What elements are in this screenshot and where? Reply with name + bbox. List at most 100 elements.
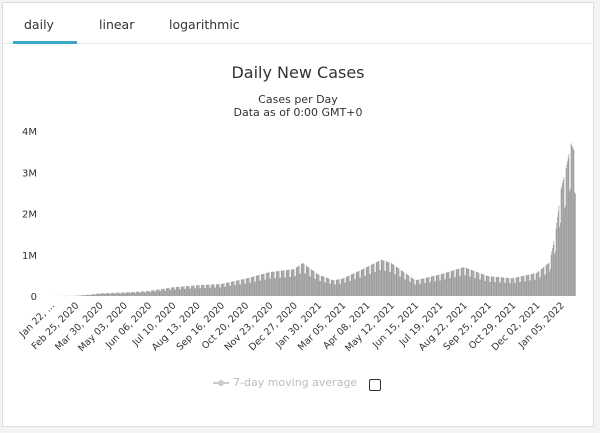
data-bar — [332, 280, 333, 296]
data-bar — [171, 287, 173, 296]
moving-average-checkbox[interactable] — [369, 379, 381, 391]
data-bar — [303, 263, 304, 296]
tab-daily[interactable]: daily — [24, 17, 54, 32]
legend-moving-average[interactable]: 7-day moving average — [213, 376, 357, 389]
data-bar — [360, 277, 361, 296]
data-bar — [279, 277, 281, 296]
data-bar — [265, 273, 267, 296]
data-bar — [263, 273, 264, 296]
data-bar — [390, 272, 391, 296]
data-bar — [499, 282, 501, 296]
data-bar — [152, 290, 154, 296]
data-bar — [373, 263, 375, 296]
data-bar — [477, 272, 479, 296]
data-bar — [515, 277, 517, 296]
data-bar — [325, 277, 327, 296]
data-bar — [570, 188, 571, 296]
data-bar — [256, 275, 258, 296]
data-bar — [132, 291, 134, 296]
data-bar — [437, 275, 438, 296]
tab-linear[interactable]: linear — [99, 17, 135, 32]
data-bar — [377, 261, 379, 296]
data-bar — [472, 270, 473, 296]
data-bar — [226, 282, 228, 296]
data-bar — [103, 293, 105, 296]
data-bar — [243, 279, 244, 296]
data-bar — [93, 294, 94, 296]
data-bar — [455, 277, 456, 296]
data-bar — [465, 267, 467, 296]
data-bar — [569, 191, 570, 296]
data-bar — [526, 275, 528, 296]
data-bar — [335, 279, 337, 296]
data-bar — [564, 208, 565, 296]
data-bar — [269, 278, 271, 296]
data-bar — [315, 272, 317, 296]
data-bar — [258, 274, 260, 296]
data-bar — [295, 275, 296, 296]
data-bar — [200, 285, 202, 296]
data-bar — [565, 206, 566, 296]
data-bar — [130, 292, 132, 296]
data-bar — [502, 277, 503, 296]
data-bar — [230, 281, 232, 296]
data-bar — [391, 263, 393, 296]
data-bar — [260, 280, 261, 296]
data-bar — [162, 288, 164, 296]
data-bar — [544, 274, 546, 296]
data-bar — [312, 270, 313, 296]
data-bar — [147, 291, 149, 296]
data-bar — [340, 283, 341, 296]
data-bar — [174, 289, 176, 296]
data-bar — [421, 278, 423, 296]
data-bar — [333, 280, 335, 296]
data-bar — [195, 288, 196, 296]
tab-logarithmic[interactable]: logarithmic — [169, 17, 240, 32]
data-bar — [370, 264, 372, 296]
data-bar — [200, 288, 201, 296]
data-bar — [218, 284, 219, 296]
data-bar — [80, 295, 82, 296]
data-bar — [89, 294, 91, 296]
y-tick-label: 4M — [22, 127, 37, 138]
data-bar — [432, 276, 434, 296]
data-bar — [367, 266, 368, 296]
data-bar — [475, 271, 477, 296]
data-bar — [435, 275, 437, 296]
data-bar — [103, 293, 104, 296]
data-bar — [224, 286, 226, 296]
data-bar — [385, 270, 386, 296]
data-bar — [217, 284, 219, 296]
data-bar — [254, 281, 256, 296]
data-bar — [180, 286, 182, 296]
data-bar — [201, 285, 203, 296]
data-bar — [366, 267, 368, 297]
data-bar — [359, 277, 361, 296]
data-bar — [440, 274, 442, 296]
data-bar — [501, 277, 503, 296]
data-bar — [410, 277, 412, 296]
data-bar — [253, 276, 254, 296]
data-bar — [527, 274, 528, 296]
data-bar — [82, 295, 84, 296]
data-bar — [507, 277, 509, 296]
data-bar — [81, 295, 83, 296]
data-bar — [163, 288, 164, 296]
data-bar — [320, 275, 322, 296]
data-bar — [480, 279, 481, 296]
data-bar — [539, 277, 541, 296]
data-bar — [554, 253, 556, 296]
data-bar — [267, 272, 269, 296]
data-bar — [288, 269, 290, 296]
data-bar — [562, 179, 564, 296]
data-bar — [575, 193, 576, 296]
data-bar — [293, 269, 295, 296]
data-bar — [270, 271, 272, 296]
data-bar — [417, 279, 419, 296]
data-bar — [304, 273, 306, 296]
data-bar — [420, 283, 421, 296]
data-bar — [422, 278, 424, 296]
data-bar — [350, 280, 351, 296]
data-bar — [354, 279, 356, 296]
data-bar — [252, 276, 254, 296]
